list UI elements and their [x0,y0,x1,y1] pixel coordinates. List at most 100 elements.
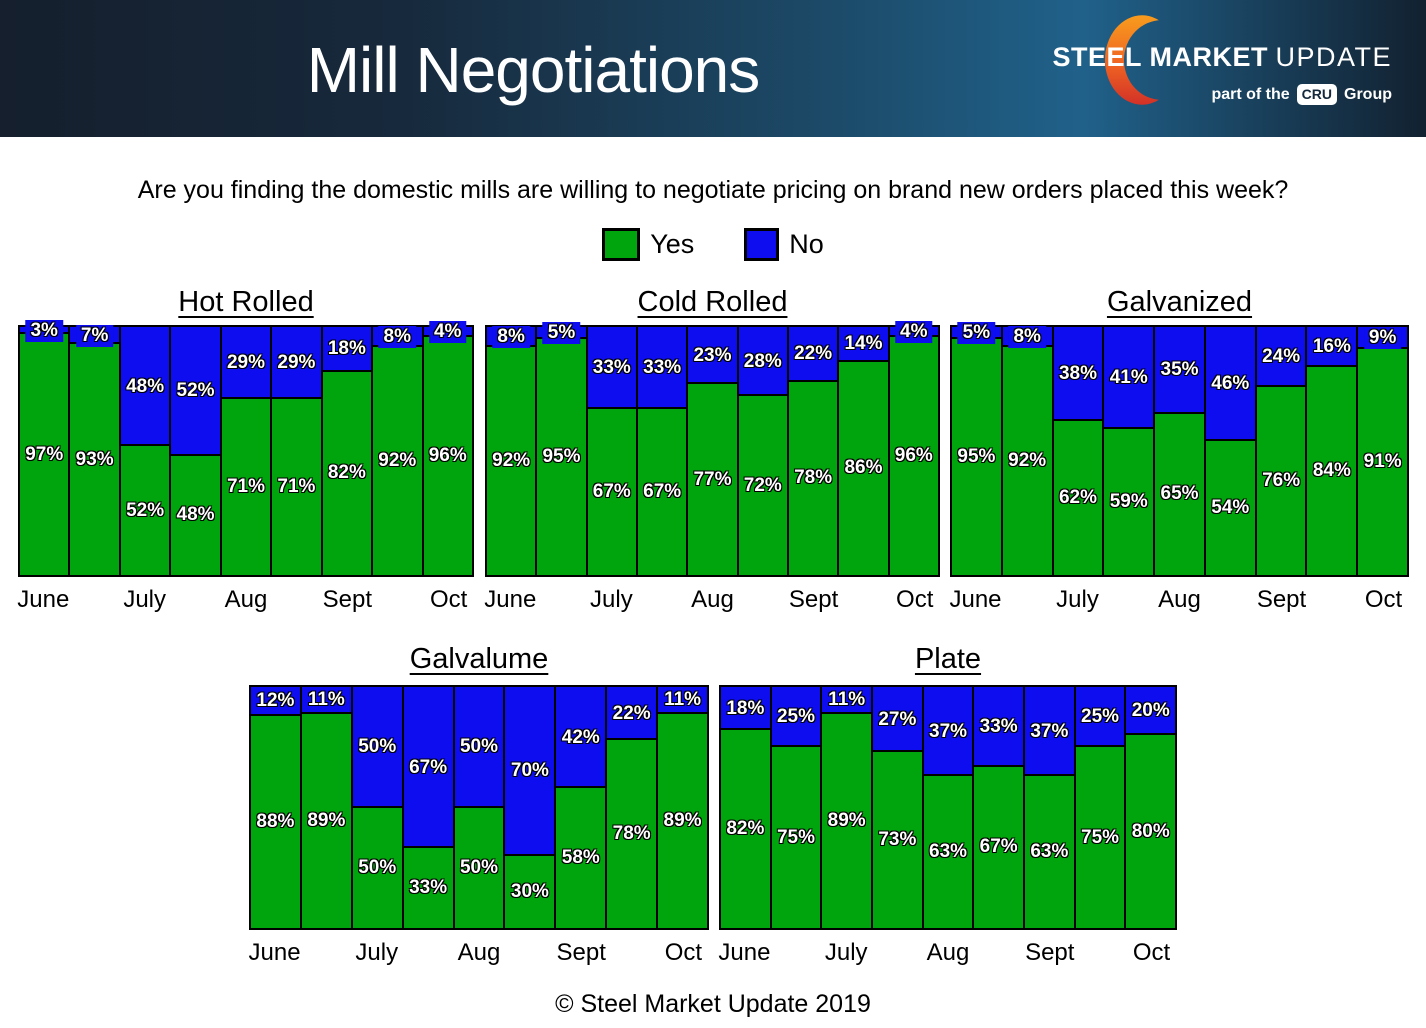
bar-cold-rolled-week-7[interactable]: 22% 78% [786,325,838,577]
bar-plate-week-6[interactable]: 33% 67% [972,685,1024,930]
bar-plate-week-5[interactable]: 37% 63% [921,685,973,930]
segment-yes[interactable] [403,848,453,928]
bar-cold-rolled-week-8[interactable]: 14% 86% [837,325,888,577]
segment-yes[interactable] [171,455,220,575]
no-value-label: 18% [322,338,371,361]
segment-yes[interactable] [556,788,606,928]
segment-yes[interactable] [658,713,708,928]
page-title: Mill Negotiations [306,34,761,106]
segment-yes[interactable] [272,398,321,575]
bar-plate-week-7[interactable]: 37% 63% [1023,685,1074,930]
yes-value-label: 78% [612,823,651,844]
segment-yes[interactable] [251,715,300,928]
bar-hot-rolled-week-8[interactable]: 8% 92% [371,325,422,577]
segment-yes[interactable] [607,740,657,928]
bar-galvanized-week-6[interactable]: 46% 54% [1203,325,1255,577]
bar-galvalume-week-4[interactable]: 67% 33% [401,685,453,930]
segment-yes[interactable] [1002,346,1052,575]
segment-yes[interactable] [889,336,938,575]
bar-hot-rolled-week-6[interactable]: 29% 71% [270,325,321,577]
bar-plate-week-2[interactable]: 25% 75% [769,685,821,930]
bar-hot-rolled-week-5[interactable]: 29% 71% [219,325,271,577]
segment-yes[interactable] [505,855,555,928]
bar-galvanized-week-3[interactable]: 38% 62% [1051,325,1103,577]
bar-cold-rolled-week-9[interactable]: 4% 96% [887,320,940,577]
bar-plate-week-8[interactable]: 25% 75% [1073,685,1125,930]
bar-galvalume-week-1[interactable]: 12% 88% [249,685,300,930]
bar-cold-rolled-week-2[interactable]: 5% 95% [535,322,586,577]
bar-hot-rolled-week-1[interactable]: 3% 97% [18,319,69,577]
bar-galvanized-week-5[interactable]: 35% 65% [1153,325,1204,577]
segment-yes[interactable] [70,344,119,575]
segment-yes[interactable] [637,408,687,575]
segment-yes[interactable] [1256,386,1306,575]
no-value-label: 18% [721,697,770,720]
bar-galvalume-week-7[interactable]: 42% 58% [554,685,606,930]
bar-galvanized-week-8[interactable]: 16% 84% [1305,325,1357,577]
bar-galvanized-week-7[interactable]: 24% 76% [1254,325,1306,577]
segment-yes[interactable] [839,361,888,575]
bar-galvanized-week-9[interactable]: 9% 91% [1356,325,1410,577]
segment-yes[interactable] [771,747,821,928]
bar-plate-week-9[interactable]: 20% 80% [1124,685,1178,930]
bar-plate-week-4[interactable]: 27% 73% [871,685,922,930]
bar-plate-week-3[interactable]: 11% 89% [820,685,872,930]
bar-hot-rolled-week-7[interactable]: 18% 82% [320,325,372,577]
bar-hot-rolled-week-4[interactable]: 52% 48% [169,325,220,577]
segment-yes[interactable] [1155,413,1204,575]
segment-yes[interactable] [120,446,170,575]
bar-cold-rolled-week-3[interactable]: 33% 67% [585,325,636,577]
segment-yes[interactable] [1307,366,1357,575]
segment-yes[interactable] [738,396,787,575]
month-tick-oct: Oct [1364,586,1403,613]
segment-yes[interactable] [20,334,69,575]
segment-yes[interactable] [487,346,536,575]
segment-yes[interactable] [873,752,922,928]
bar-galvalume-week-2[interactable]: 11% 89% [299,685,351,930]
segment-yes[interactable] [688,384,737,575]
segment-yes[interactable] [352,807,402,928]
segment-yes[interactable] [822,713,872,928]
segment-yes[interactable] [1075,747,1125,928]
bar-plate-week-1[interactable]: 18% 82% [719,685,770,930]
bar-galvalume-week-8[interactable]: 22% 78% [605,685,657,930]
bar-galvalume-week-9[interactable]: 11% 89% [656,685,710,930]
bar-hot-rolled-week-9[interactable]: 4% 96% [421,320,474,577]
segment-yes[interactable] [1053,421,1103,575]
segment-yes[interactable] [537,339,586,575]
segment-yes[interactable] [1205,441,1255,575]
segment-yes[interactable] [221,398,271,575]
segment-yes[interactable] [587,408,636,575]
bar-cold-rolled-week-4[interactable]: 33% 67% [635,325,687,577]
bar-galvanized-week-2[interactable]: 8% 92% [1000,325,1052,577]
segment-yes[interactable] [952,339,1001,575]
bar-galvalume-week-6[interactable]: 70% 30% [503,685,555,930]
segment-yes[interactable] [1025,776,1074,928]
bar-galvanized-week-1[interactable]: 5% 95% [950,322,1001,577]
bar-cold-rolled-week-1[interactable]: 8% 92% [485,325,536,577]
segment-yes[interactable] [1358,349,1408,575]
no-value-label: 48% [121,375,170,398]
segment-yes[interactable] [1126,735,1176,928]
segment-yes[interactable] [788,381,838,575]
bar-hot-rolled-week-3[interactable]: 48% 52% [118,325,170,577]
bar-galvanized-week-4[interactable]: 41% 59% [1102,325,1154,577]
segment-yes[interactable] [301,713,351,928]
chart-galvanized: Galvanized 5% 95% 8% 92% 38% 62% 41% 59% 35% 65% 4… [949,286,1410,615]
bar-cold-rolled-week-6[interactable]: 28% 72% [736,325,787,577]
segment-yes[interactable] [1104,428,1154,575]
segment-yes[interactable] [974,766,1024,928]
segment-yes[interactable] [373,346,422,575]
legend-no-swatch [744,228,780,261]
bar-hot-rolled-week-2[interactable]: 7% 93% [68,324,119,577]
segment-yes[interactable] [721,730,770,928]
yes-value-label: 52% [126,499,165,521]
segment-yes[interactable] [923,776,973,928]
segment-yes[interactable] [322,371,372,575]
segment-yes[interactable] [423,336,472,575]
bar-cold-rolled-week-5[interactable]: 23% 77% [686,325,737,577]
bar-galvalume-week-5[interactable]: 50% 50% [452,685,504,930]
bar-galvalume-week-3[interactable]: 50% 50% [350,685,402,930]
segment-yes[interactable] [454,807,504,928]
